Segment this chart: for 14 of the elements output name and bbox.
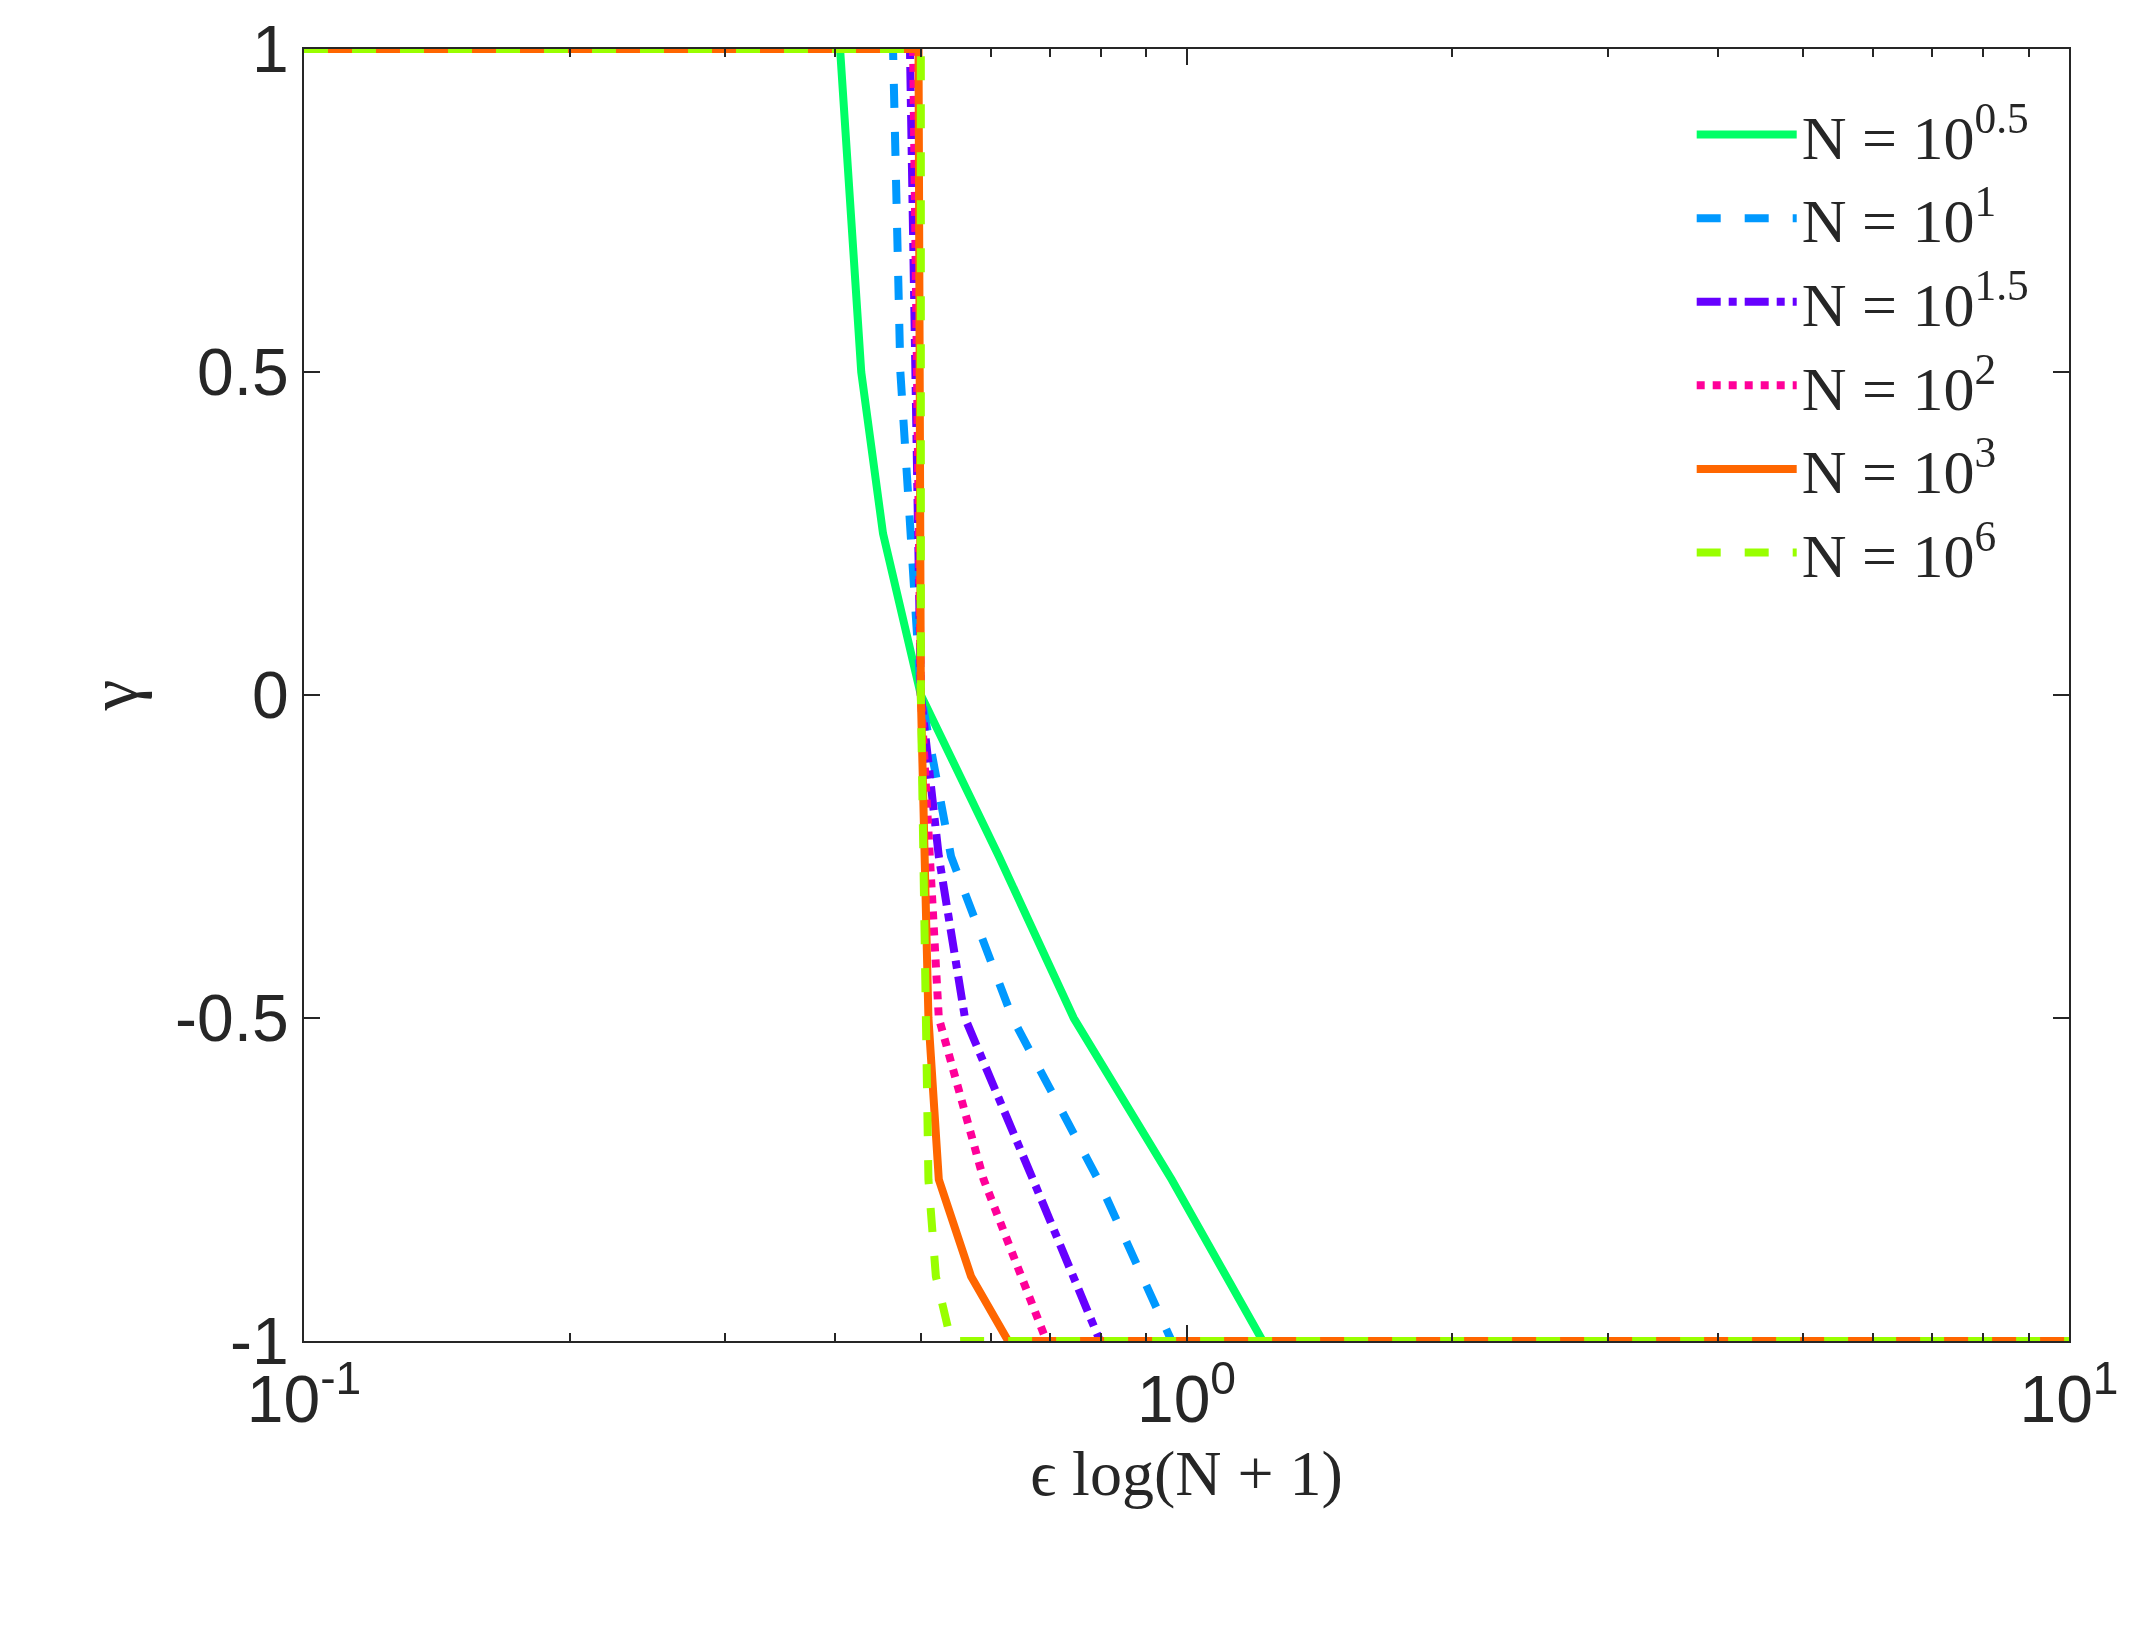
y-tick-label: 0.5 bbox=[197, 335, 289, 410]
x-tick-label: 10$^{1}$ bbox=[2019, 1352, 2119, 1437]
legend-label: N = 10$^{2}$ bbox=[1801, 344, 1997, 423]
y-tick-label: 0 bbox=[252, 658, 289, 733]
y-axis-title: γ bbox=[74, 679, 152, 712]
legend-label: N = 10$^{0.5}$ bbox=[1801, 93, 2029, 172]
legend-label: N = 10$^{1.5}$ bbox=[1801, 260, 2029, 339]
x-axis-title: ϵ log(N + 1) bbox=[1030, 1438, 1343, 1509]
x-tick-label: 10$^{0}$ bbox=[1136, 1352, 1237, 1437]
legend-label: N = 10$^{1}$ bbox=[1801, 177, 1997, 256]
y-tick-label: 1 bbox=[252, 12, 289, 87]
legend-label: N = 10$^{3}$ bbox=[1801, 428, 1997, 507]
y-tick-label: -0.5 bbox=[175, 981, 289, 1056]
legend-label: N = 10$^{6}$ bbox=[1801, 511, 1997, 590]
